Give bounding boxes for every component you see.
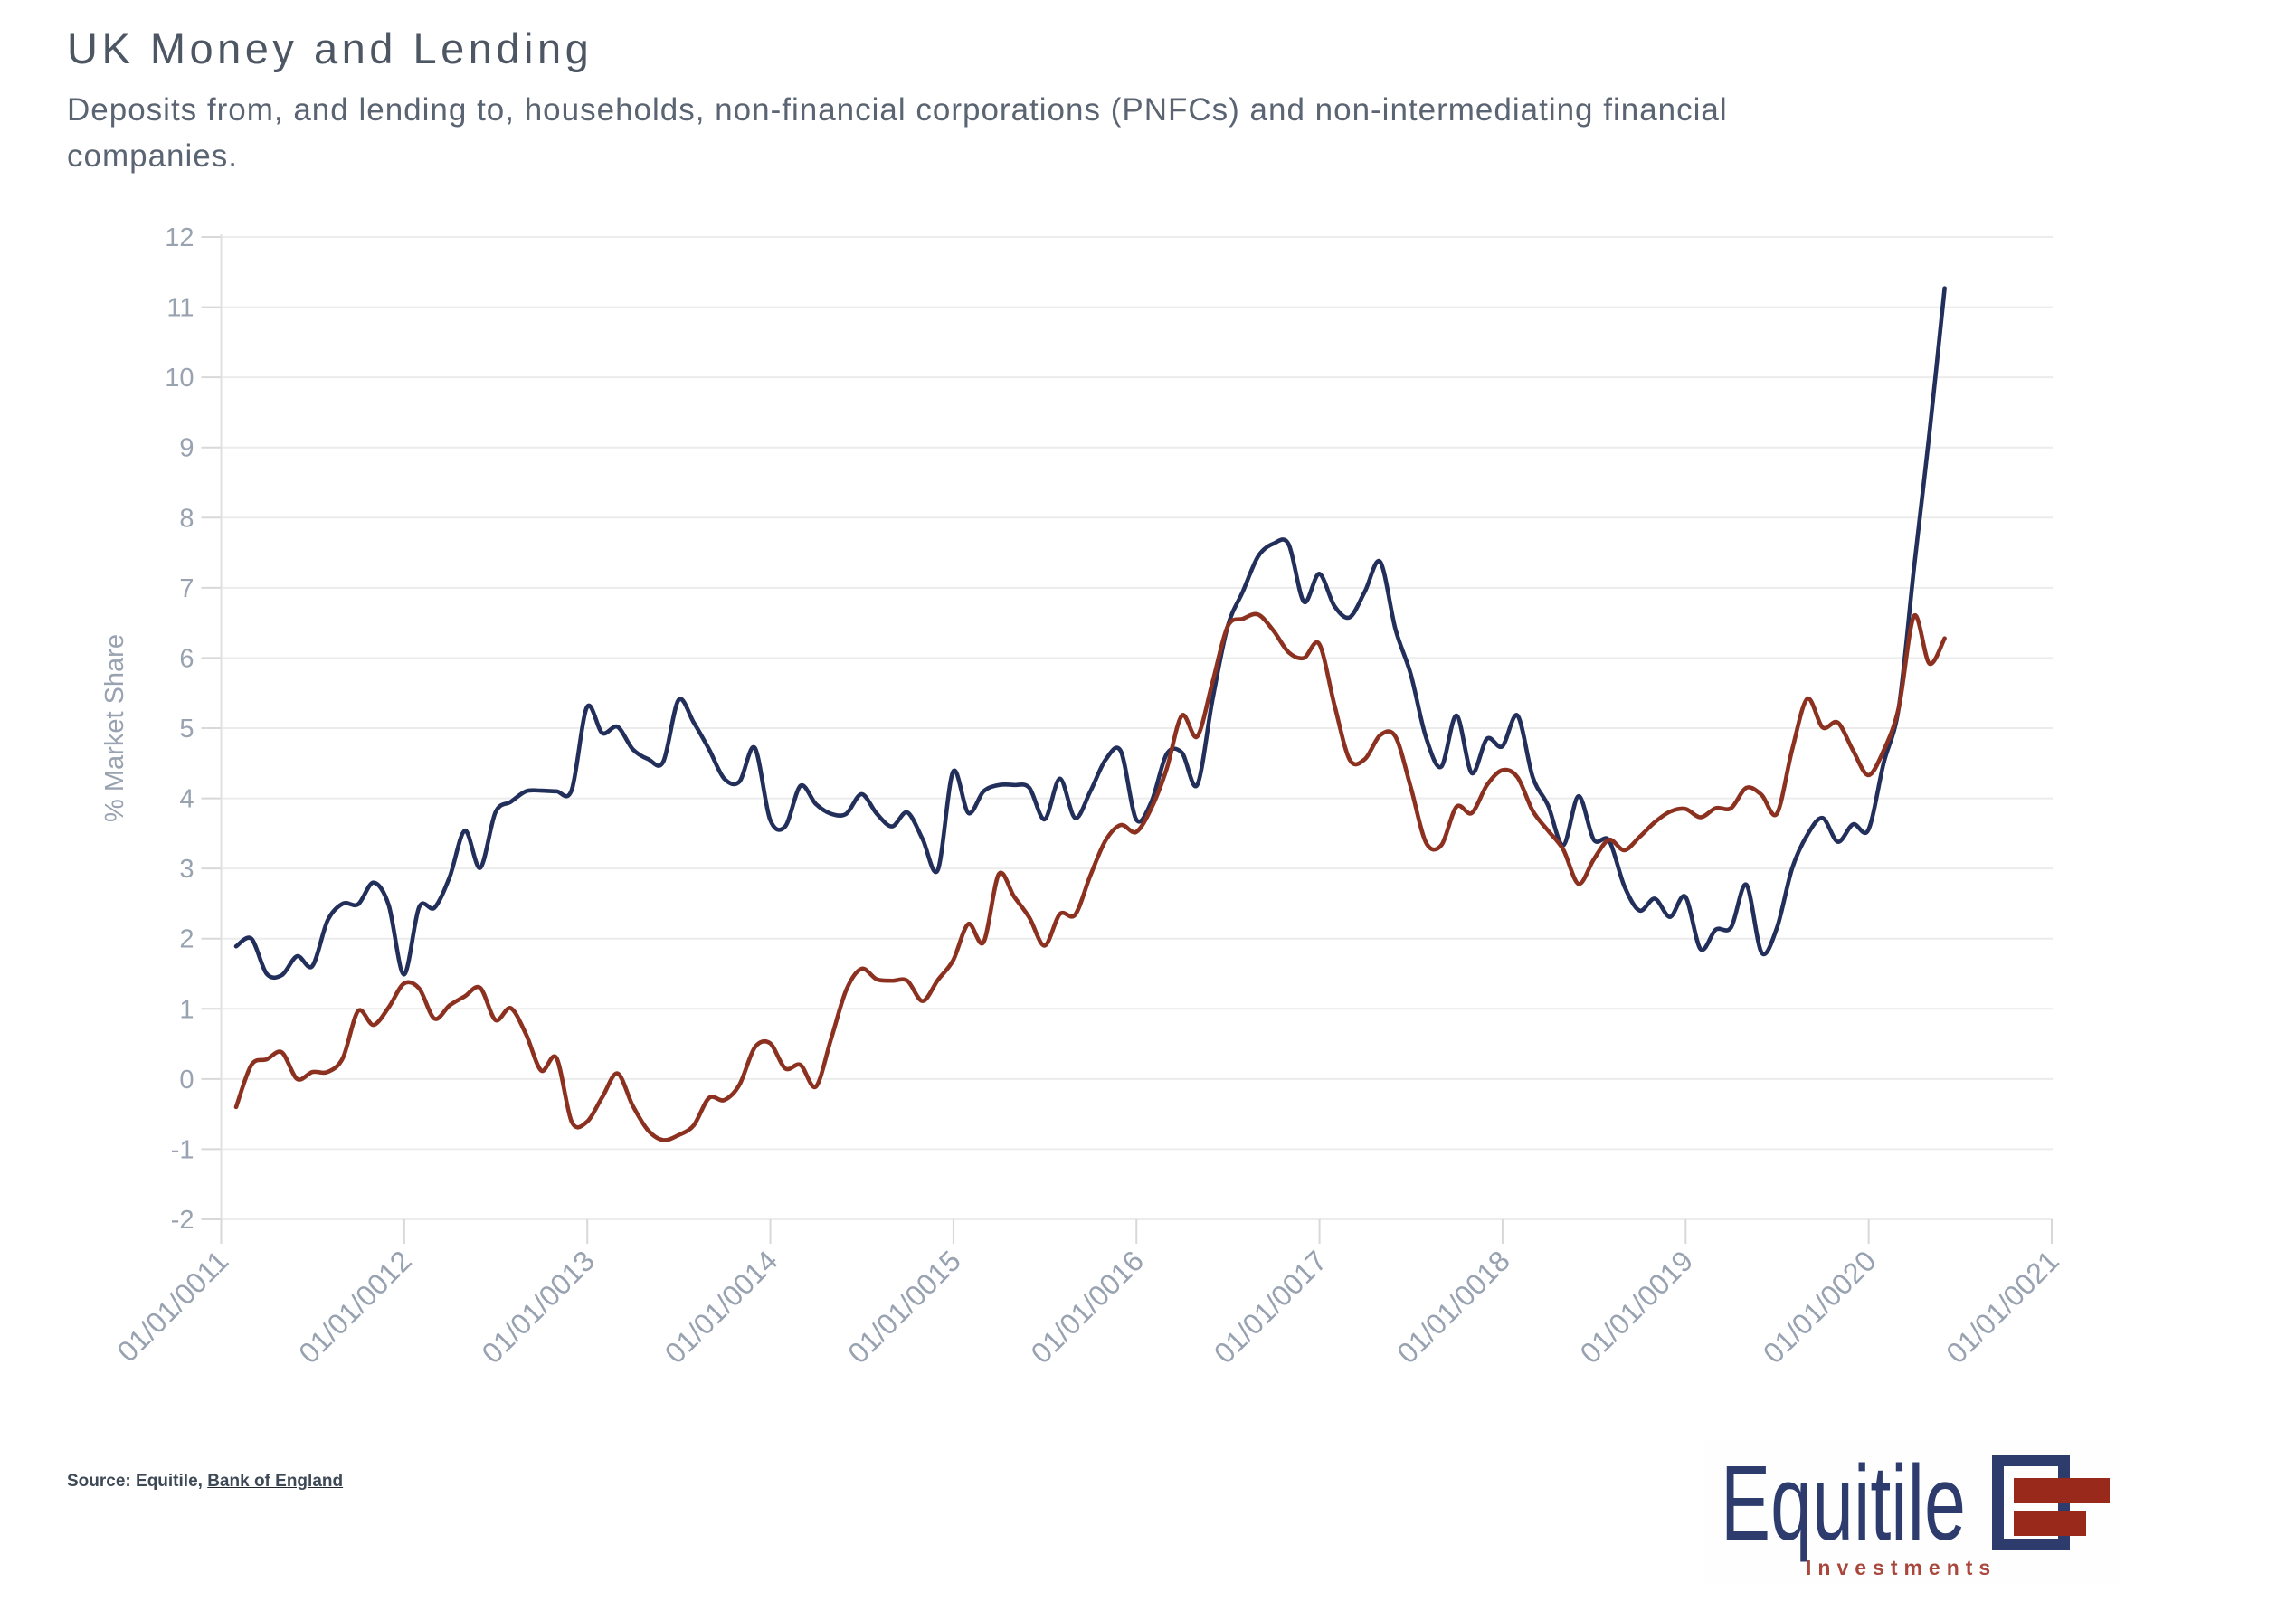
x-tick-label: 01/01/0012 bbox=[292, 1244, 418, 1369]
dark_red-series-line bbox=[233, 611, 1947, 1142]
y-tick-label: 10 bbox=[165, 364, 194, 393]
chart-title: UK Money and Lending bbox=[67, 24, 593, 72]
y-tick-label: 7 bbox=[179, 574, 194, 603]
x-tick-label: 01/01/0013 bbox=[475, 1244, 601, 1369]
logo-mark-bar-bottom bbox=[2014, 1511, 2086, 1536]
source-link-bank-of-england[interactable]: Bank of England bbox=[207, 1472, 344, 1491]
y-tick-label: 5 bbox=[179, 715, 194, 744]
x-tick-label: 01/01/0018 bbox=[1390, 1244, 1516, 1369]
logo-mark-bar-top bbox=[2014, 1478, 2110, 1503]
y-tick-label: 3 bbox=[179, 855, 194, 884]
y-tick-label: 11 bbox=[166, 294, 194, 323]
x-tick-label: 01/01/0016 bbox=[1024, 1244, 1150, 1369]
logo-mark-icon bbox=[1992, 1455, 2110, 1562]
x-tick-label: 01/01/0017 bbox=[1208, 1244, 1333, 1369]
source-prefix: Source: Equitile, bbox=[67, 1472, 208, 1491]
chart-subtitle: Deposits from, and lending to, household… bbox=[67, 92, 1728, 174]
x-tick-label: 01/01/0020 bbox=[1757, 1244, 1883, 1369]
y-tick-label: 1 bbox=[179, 995, 194, 1024]
y-tick-label: 12 bbox=[165, 223, 194, 252]
logo-sub-text: Investments bbox=[1806, 1556, 1997, 1579]
navy-series-line bbox=[233, 286, 1947, 981]
source-note: Source: Equitile, Bank of England bbox=[67, 1472, 343, 1492]
y-tick-label: 6 bbox=[179, 644, 194, 673]
y-tick-label: -1 bbox=[171, 1135, 194, 1164]
x-tick-label: 01/01/0015 bbox=[841, 1244, 967, 1369]
y-tick-label: -2 bbox=[171, 1206, 194, 1235]
y-axis-title: % Market Share bbox=[100, 634, 129, 822]
y-tick-label: 2 bbox=[179, 925, 194, 954]
equitile-logo: Equitile Investments bbox=[1704, 1440, 2120, 1585]
y-tick-label: 0 bbox=[179, 1066, 194, 1095]
y-tick-label: 8 bbox=[179, 504, 194, 533]
x-tick-label: 01/01/0019 bbox=[1574, 1244, 1700, 1369]
logo-brand-text: Equitile bbox=[1721, 1444, 1966, 1563]
y-tick-label: 9 bbox=[179, 434, 194, 463]
x-tick-label: 01/01/0014 bbox=[659, 1244, 784, 1369]
x-tick-label: 01/01/0011 bbox=[110, 1244, 234, 1368]
x-tick-label: 01/01/0021 bbox=[1940, 1244, 2065, 1369]
y-tick-label: 4 bbox=[179, 785, 194, 814]
